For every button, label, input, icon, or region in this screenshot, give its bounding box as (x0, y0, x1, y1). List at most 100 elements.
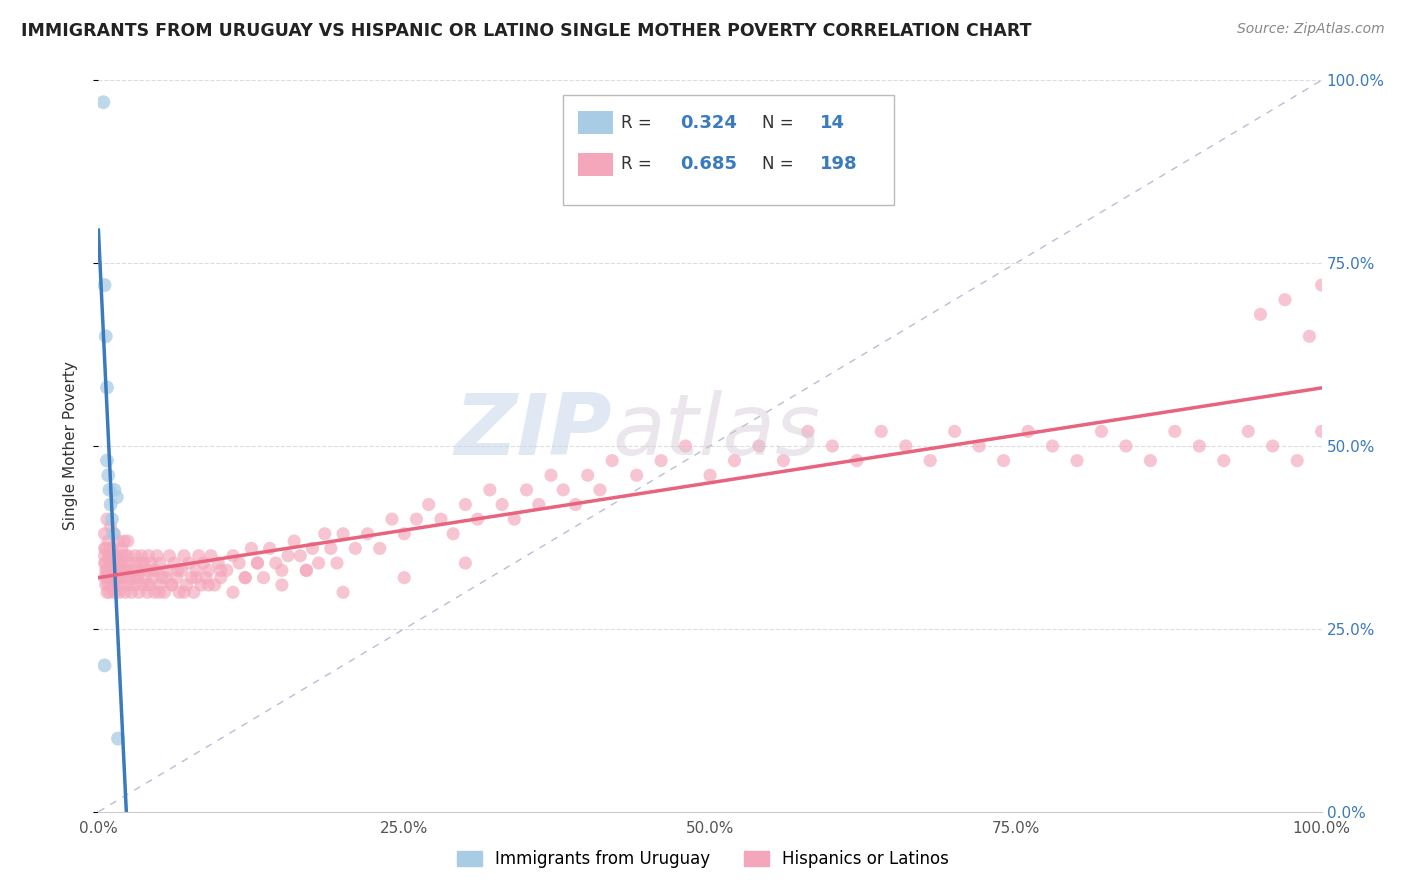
Point (626, 468, 648, 483)
Point (107, 556, 129, 570)
Point (103, 526, 125, 541)
Point (332, 526, 354, 541)
Point (105, 490, 128, 504)
Point (1090, 425, 1112, 439)
Point (129, 563, 152, 577)
Point (252, 571, 274, 585)
Point (96, 585, 118, 599)
Text: N =: N = (762, 155, 799, 173)
Point (246, 556, 269, 570)
Text: ZIP: ZIP (454, 390, 612, 473)
Point (155, 571, 177, 585)
Point (967, 439, 990, 453)
Point (100, 498, 122, 512)
Point (277, 549, 299, 563)
Point (124, 571, 146, 585)
Point (136, 578, 159, 592)
Point (326, 556, 349, 570)
Point (222, 585, 245, 599)
Point (114, 585, 136, 599)
Point (209, 571, 232, 585)
Point (93, 556, 115, 570)
Point (111, 549, 134, 563)
Point (136, 585, 159, 599)
Point (301, 541, 323, 556)
Point (392, 526, 416, 541)
Point (107, 731, 129, 746)
Point (478, 483, 501, 497)
Point (1286, 453, 1309, 467)
Point (101, 512, 124, 526)
Point (1274, 293, 1296, 307)
Point (149, 585, 172, 599)
Point (1261, 439, 1284, 453)
Point (259, 541, 281, 556)
Point (183, 585, 205, 599)
Point (149, 556, 172, 570)
Point (125, 556, 148, 570)
Point (204, 578, 226, 592)
Point (748, 439, 770, 453)
Point (143, 585, 166, 599)
Point (101, 571, 124, 585)
Point (166, 571, 188, 585)
Point (128, 585, 150, 599)
Point (283, 534, 305, 549)
Point (772, 453, 794, 467)
Point (100, 519, 122, 533)
Legend: Immigrants from Uruguay, Hispanics or Latinos: Immigrants from Uruguay, Hispanics or La… (450, 844, 956, 875)
Point (104, 549, 127, 563)
Point (98, 549, 121, 563)
Point (101, 526, 124, 541)
Point (129, 556, 152, 570)
Point (100, 556, 122, 570)
Point (93, 278, 115, 293)
Point (110, 563, 132, 577)
Point (368, 541, 391, 556)
Point (308, 556, 330, 570)
Point (186, 571, 208, 585)
Point (270, 563, 294, 577)
Point (1188, 439, 1211, 453)
Point (540, 468, 562, 483)
Point (103, 556, 125, 570)
Point (114, 549, 136, 563)
Point (675, 439, 697, 453)
Point (101, 549, 124, 563)
Point (97, 534, 120, 549)
Point (1310, 425, 1333, 439)
Point (117, 534, 139, 549)
Point (124, 549, 146, 563)
Text: 198: 198 (820, 155, 858, 173)
Point (160, 578, 183, 592)
Point (1310, 278, 1333, 293)
Text: 0.685: 0.685 (679, 155, 737, 173)
Point (96, 512, 118, 526)
Point (228, 556, 250, 570)
Point (527, 498, 550, 512)
Point (894, 439, 917, 453)
Point (115, 563, 138, 577)
Point (222, 549, 245, 563)
Point (142, 571, 165, 585)
Text: R =: R = (621, 113, 657, 132)
Point (124, 578, 146, 592)
Point (120, 585, 142, 599)
Point (240, 541, 263, 556)
Bar (578, 153, 613, 176)
Point (115, 563, 138, 577)
Point (454, 556, 477, 570)
Point (94, 556, 117, 570)
Point (146, 549, 169, 563)
Point (105, 563, 128, 577)
Point (96, 563, 118, 577)
Point (1017, 425, 1039, 439)
Point (332, 585, 354, 599)
Point (503, 512, 526, 526)
Point (418, 498, 440, 512)
Point (94, 541, 117, 556)
Point (134, 571, 156, 585)
Point (381, 512, 404, 526)
Point (100, 563, 122, 577)
Point (127, 571, 149, 585)
